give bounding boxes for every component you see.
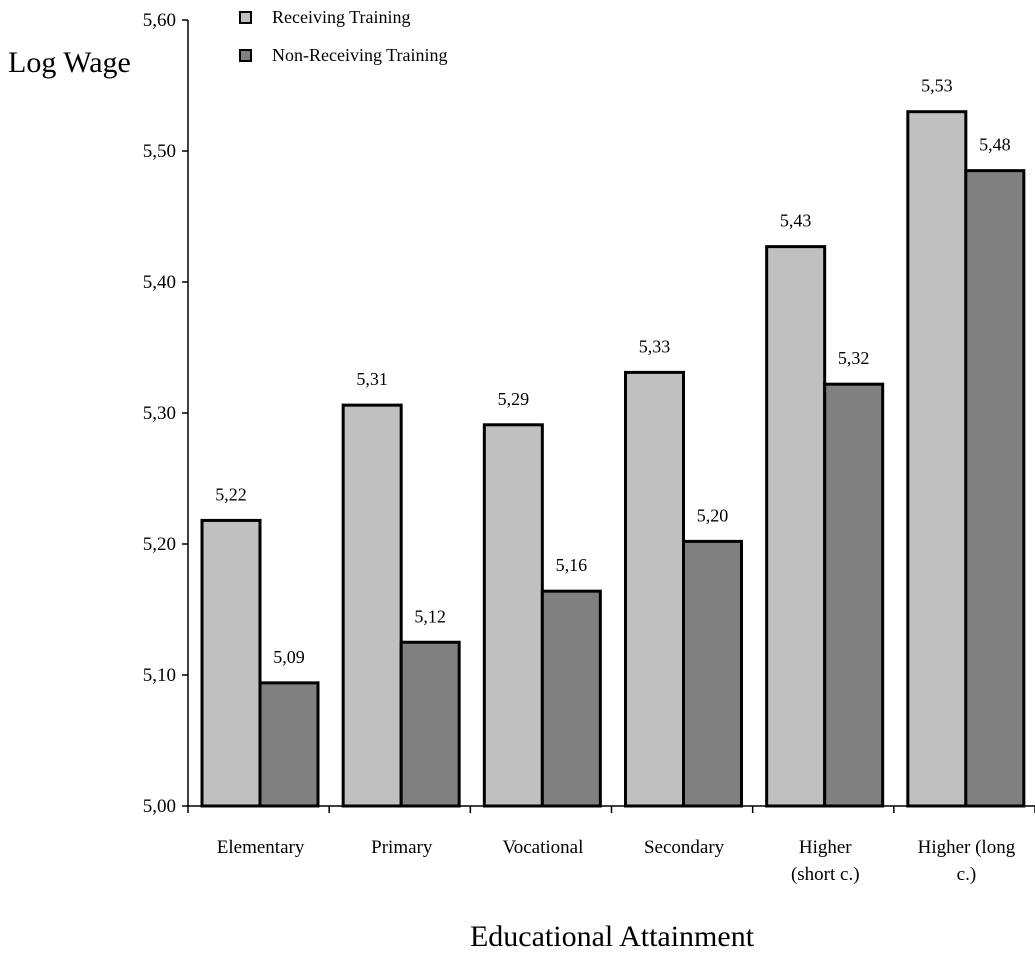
- x-tick-label: Primary: [371, 837, 433, 858]
- data-label: 5,48: [979, 135, 1011, 155]
- data-label: 5,53: [921, 76, 953, 96]
- x-tick-label: Higher (short c.): [791, 837, 860, 885]
- y-tick-label: 5,60: [143, 10, 176, 31]
- bar-non-receiving-training: [401, 642, 459, 806]
- x-axis: Elementary Primary Vocational Secondary High…: [188, 806, 1035, 885]
- bar-non-receiving-training: [684, 541, 742, 806]
- data-label: 5,22: [215, 484, 247, 504]
- bar-non-receiving-training: [966, 171, 1024, 806]
- legend-label: Receiving Training: [272, 7, 411, 27]
- bar-receiving-training: [626, 372, 684, 806]
- legend-swatch-receiving: [240, 12, 251, 23]
- y-tick-label: 5,10: [143, 665, 176, 686]
- y-tick-label: 5,30: [143, 403, 176, 424]
- legend-label: Non-Receiving Training: [272, 45, 448, 65]
- y-tick-label: 5,40: [143, 272, 176, 293]
- x-tick-label: Higher (long c.): [918, 837, 1016, 885]
- y-tick-label: 5,00: [143, 796, 176, 817]
- bar-non-receiving-training: [260, 683, 318, 806]
- data-label: 5,12: [414, 606, 446, 626]
- x-tick-label: Secondary: [644, 837, 725, 858]
- x-tick-label: Vocational: [502, 837, 583, 858]
- bar-receiving-training: [908, 112, 966, 806]
- data-label: 5,31: [356, 369, 388, 389]
- legend-swatch-non-receiving: [240, 50, 251, 61]
- y-axis: 5,00 5,10 5,20 5,30 5,40 5,50 5,60: [143, 10, 188, 817]
- data-label: 5,43: [780, 211, 812, 231]
- bar-non-receiving-training: [542, 591, 600, 806]
- bars-group: 5,22 5,09 5,31 5,12 5,29 5,16 5,33 5,20 5,43 5,32…: [202, 76, 1024, 806]
- data-label: 5,20: [697, 505, 729, 525]
- bar-non-receiving-training: [825, 384, 883, 806]
- data-label: 5,33: [639, 336, 671, 356]
- bar-receiving-training: [202, 520, 260, 806]
- x-axis-title: Educational Attainment: [470, 920, 755, 953]
- data-label: 5,16: [556, 555, 588, 575]
- bar-receiving-training: [484, 425, 542, 806]
- bar-receiving-training: [343, 405, 401, 806]
- y-tick-label: 5,50: [143, 141, 176, 162]
- y-tick-label: 5,20: [143, 534, 176, 555]
- data-label: 5,29: [498, 389, 530, 409]
- data-label: 5,09: [273, 647, 305, 667]
- data-label: 5,32: [838, 348, 870, 368]
- x-tick-label: Elementary: [217, 837, 305, 858]
- bar-receiving-training: [767, 247, 825, 806]
- y-axis-title: Log Wage: [8, 46, 131, 79]
- legend: Receiving Training Non-Receiving Training: [240, 7, 448, 65]
